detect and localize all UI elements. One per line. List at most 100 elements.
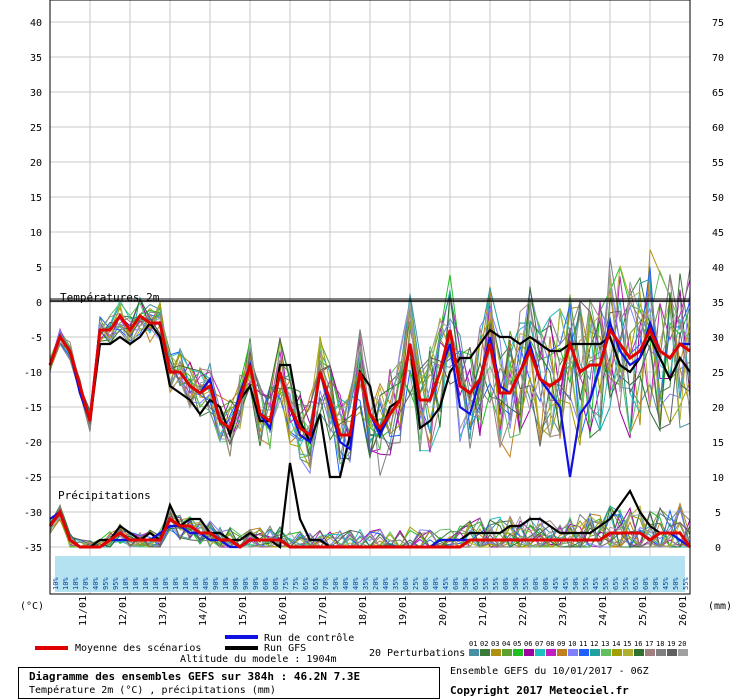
perturbation-id-label: 13	[601, 640, 609, 648]
rain-probability-label: 60%	[532, 577, 540, 590]
left-tick-label: 20	[30, 158, 42, 169]
legend-mean-label: Moyenne des scénarios	[75, 642, 201, 654]
rain-probability-label: 10%	[122, 577, 130, 590]
left-tick-label: 35	[30, 53, 42, 64]
rain-probability-label: 20%	[372, 577, 380, 590]
rain-probability-label: 55%	[582, 577, 590, 590]
rain-probability-label: 90%	[212, 577, 220, 590]
legend-control-label: Run de contrôle	[264, 632, 354, 644]
right-tick-label: 75	[712, 18, 724, 29]
rain-probability-label: 95%	[102, 577, 110, 590]
chart-title: Diagramme des ensembles GEFS sur 384h : …	[29, 670, 361, 683]
rain-probability-label: 55%	[602, 577, 610, 590]
rain-probability-label: 10%	[62, 577, 70, 590]
perturbation-id-label: 18	[656, 640, 664, 648]
rain-probability-label: 10%	[162, 577, 170, 590]
date-tick-label: 22/01	[518, 596, 529, 626]
perturbation-id-label: 05	[513, 640, 521, 648]
left-tick-label: 15	[30, 193, 42, 204]
perturbation-id-label: 11	[579, 640, 587, 648]
rain-probability-label: 65%	[472, 577, 480, 590]
rain-probability-label: 65%	[302, 577, 310, 590]
rain-probability-label: 35%	[392, 577, 400, 590]
rain-probability-label: 35%	[362, 577, 370, 590]
rain-probability-label: 45%	[562, 577, 570, 590]
right-tick-label: 20	[712, 403, 724, 414]
left-tick-label: -25	[24, 473, 42, 484]
perturbation-swatch	[546, 649, 556, 656]
rain-probability-label: 45%	[552, 577, 560, 590]
rain-probability-label: 90%	[252, 577, 260, 590]
rain-probability-label: 60%	[262, 577, 270, 590]
perturbation-swatch	[590, 649, 600, 656]
perturbation-id-label: 10	[568, 640, 576, 648]
rain-probability-label: 10%	[52, 577, 60, 590]
legend-gfs-label: Run GFS	[264, 643, 306, 654]
perturbation-swatch	[568, 649, 578, 656]
rain-probability-label: 50%	[672, 577, 680, 590]
precip-panel-label: Précipitations	[58, 489, 151, 502]
rain-probability-label: 90%	[232, 577, 240, 590]
perturbation-swatch	[623, 649, 633, 656]
perturbation-swatch	[491, 649, 501, 656]
right-tick-label: 50	[712, 193, 724, 204]
rain-probability-label: 40%	[382, 577, 390, 590]
right-tick-label: 40	[712, 263, 724, 274]
left-tick-label: 40	[30, 18, 42, 29]
rain-probability-label: 10%	[222, 577, 230, 590]
chart-legend: Moyenne des scénarios Run de contrôleRun …	[35, 632, 688, 659]
right-tick-label: 5	[715, 508, 721, 519]
altitude-label: Altitude du modele : 1904m	[180, 654, 337, 665]
perturbation-temp-line	[49, 265, 691, 437]
date-tick-label: 14/01	[198, 596, 209, 626]
rain-probability-label: 55%	[682, 577, 690, 590]
date-tick-label: 24/01	[598, 596, 609, 626]
date-tick-label: 12/01	[118, 596, 129, 626]
right-tick-label: 45	[712, 228, 724, 239]
perturbation-temp-line	[49, 299, 691, 460]
rain-probability-label: 60%	[452, 577, 460, 590]
date-tick-label: 21/01	[478, 596, 489, 626]
chart-axes: 4035302520151050-5-10-15-20-25-30-357570…	[24, 18, 724, 626]
perturbation-swatch	[535, 649, 545, 656]
perturbation-id-label: 08	[546, 640, 554, 648]
left-unit-label: (°C)	[20, 601, 44, 612]
probability-band	[55, 556, 685, 592]
rain-probability-label: 70%	[322, 577, 330, 590]
left-tick-label: 25	[30, 123, 42, 134]
perturbation-id-label: 06	[524, 640, 532, 648]
date-tick-label: 13/01	[158, 596, 169, 626]
perturbation-swatch	[645, 649, 655, 656]
rain-probability-label: 40%	[432, 577, 440, 590]
perturbation-swatch	[634, 649, 644, 656]
rain-probability-label: 10%	[172, 577, 180, 590]
perturbation-id-label: 20	[678, 640, 686, 648]
right-tick-label: 35	[712, 298, 724, 309]
series-temp-line	[48, 313, 691, 438]
date-tick-label: 23/01	[558, 596, 569, 626]
right-tick-label: 65	[712, 88, 724, 99]
right-unit-label: (mm)	[708, 601, 732, 612]
right-tick-label: 25	[712, 368, 724, 379]
left-tick-label: -5	[30, 333, 42, 344]
rain-probability-label: 50%	[332, 577, 340, 590]
left-tick-label: 0	[36, 298, 42, 309]
date-tick-label: 25/01	[638, 596, 649, 626]
left-tick-label: -35	[24, 543, 42, 554]
perturbation-id-label: 17	[645, 640, 653, 648]
rain-probability-label: 40%	[342, 577, 350, 590]
rain-probability-label: 10%	[72, 577, 80, 590]
rain-probability-label: 60%	[542, 577, 550, 590]
date-tick-label: 19/01	[398, 596, 409, 626]
rain-probability-label: 45%	[662, 577, 670, 590]
rain-probability-label: 50%	[512, 577, 520, 590]
right-tick-label: 0	[715, 543, 721, 554]
perturbation-id-label: 01	[469, 640, 477, 648]
rain-probability-label: 55%	[482, 577, 490, 590]
perturbation-id-label: 04	[502, 640, 510, 648]
rain-probability-label: 45%	[442, 577, 450, 590]
plot-frame	[49, 0, 691, 595]
rain-probability-label: 25%	[412, 577, 420, 590]
rain-probability-label: 55%	[492, 577, 500, 590]
